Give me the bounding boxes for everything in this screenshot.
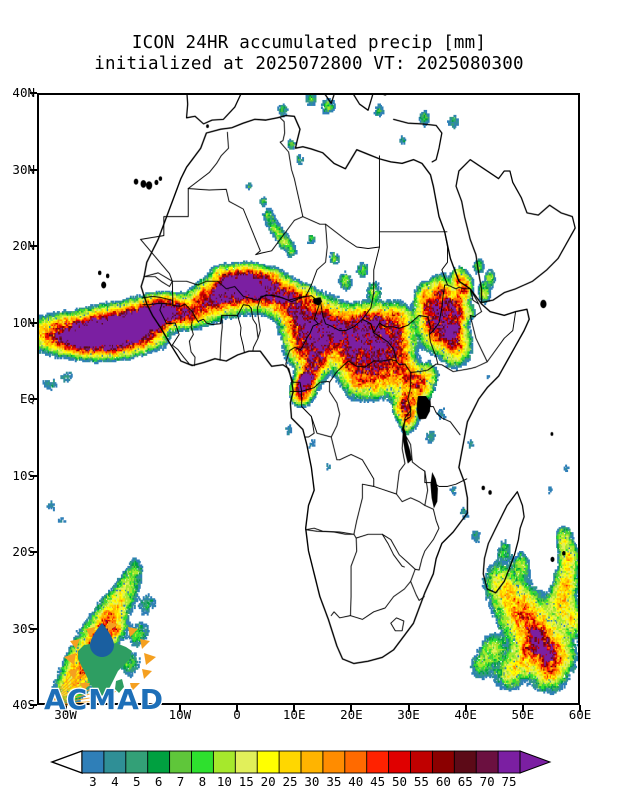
colorbar-label-20: 20 — [260, 774, 276, 789]
colorbar-swatch — [103, 750, 127, 774]
y-axis-label-30n: 30N — [12, 161, 35, 177]
y-axis-tick — [30, 168, 37, 171]
colorbar-label-55: 55 — [413, 774, 429, 789]
colorbar-swatch — [125, 750, 149, 774]
y-axis-tick — [30, 474, 37, 477]
x-axis-tick — [579, 705, 581, 712]
logo-hatch-rays — [45, 664, 99, 706]
colorbar-swatch — [388, 750, 412, 774]
x-axis-tick — [464, 705, 467, 712]
colorbar-swatch — [169, 750, 193, 774]
y-axis-label-20s: 20S — [12, 544, 35, 559]
page-title: ICON 24HR accumulated precip [mm] initia… — [0, 33, 618, 75]
y-axis-label-10n: 10N — [12, 314, 35, 330]
x-axis-label-10e: 10E — [282, 707, 306, 722]
colorbar-label-75: 75 — [501, 774, 517, 789]
x-axis-label-0: 0 — [233, 707, 241, 722]
y-axis-tick — [30, 245, 37, 247]
y-axis-label-40n: 40N — [12, 85, 35, 100]
y-axis-tick — [30, 398, 37, 400]
acmad-logo: ACMAD — [40, 607, 175, 712]
colorbar-swatch — [410, 750, 434, 774]
colorbar-swatch — [431, 750, 456, 774]
y-axis-label-30s: 30S — [12, 620, 35, 636]
map-plot-area — [37, 93, 580, 705]
colorbar-label-4: 4 — [111, 774, 119, 789]
colorbar-label-60: 60 — [435, 774, 451, 789]
x-axis-label-10w: 10W — [168, 707, 192, 722]
logo-madagascar-shape — [115, 679, 124, 693]
x-axis-tick — [521, 705, 524, 712]
colorbar-swatches — [49, 749, 552, 775]
colorbar-label-15: 15 — [238, 774, 254, 789]
y-axis-label-40s: 40S — [12, 697, 35, 712]
x-axis-label-40e: 40E — [454, 707, 477, 722]
colorbar-swatch — [475, 750, 499, 774]
colorbar-swatch — [344, 750, 368, 774]
x-axis-tick — [236, 705, 239, 712]
logo-text: ACMAD — [44, 683, 164, 712]
colorbar-swatch — [191, 750, 215, 774]
colorbar-label-7: 7 — [176, 774, 185, 789]
y-axis-tick — [30, 551, 37, 553]
colorbar-over-arrow — [519, 750, 552, 774]
y-axis-tick — [30, 704, 37, 706]
colorbar-swatch — [322, 750, 346, 774]
colorbar-swatch — [366, 750, 390, 774]
colorbar-swatch — [234, 750, 259, 774]
colorbar-label-10: 10 — [216, 774, 232, 789]
x-axis-label-30w: 30W — [54, 707, 77, 722]
x-axis-label-50e: 50E — [511, 707, 535, 722]
colorbar-under-arrow — [49, 749, 83, 775]
x-axis-label-60e: 60E — [568, 707, 592, 722]
colorbar-swatch — [256, 750, 280, 774]
colorbar-label-50: 50 — [392, 774, 408, 789]
colorbar-label-40: 40 — [348, 774, 364, 789]
precipitation-raster — [39, 95, 578, 703]
colorbar-swatch — [147, 750, 171, 774]
y-axis-label-10s: 10S — [12, 467, 35, 483]
colorbar-label-35: 35 — [326, 774, 342, 789]
y-axis-tick — [30, 92, 37, 94]
x-axis-tick — [178, 705, 181, 712]
colorbar-label-6: 6 — [154, 774, 163, 789]
x-axis-label-30e: 30E — [397, 707, 420, 722]
y-axis-tick — [30, 321, 37, 324]
colorbar-swatch — [212, 750, 237, 774]
y-axis-tick — [30, 627, 37, 630]
colorbar-label-30: 30 — [304, 774, 320, 789]
colorbar-swatch — [81, 750, 105, 774]
colorbar-swatch — [497, 750, 521, 774]
colorbar-label-5: 5 — [132, 774, 141, 789]
x-axis-tick — [64, 705, 67, 712]
colorbar — [0, 747, 618, 797]
colorbar-swatch — [278, 750, 302, 774]
x-axis-tick — [293, 705, 296, 712]
colorbar-label-45: 45 — [370, 774, 386, 789]
title-line-2: initialized at 2025072800 VT: 2025080300 — [94, 54, 524, 74]
title-line-1: ICON 24HR accumulated precip [mm] — [131, 33, 487, 53]
colorbar-swatch — [300, 750, 324, 774]
colorbar-label-65: 65 — [457, 774, 473, 789]
colorbar-label-8: 8 — [198, 774, 207, 789]
x-axis-tick — [350, 705, 353, 712]
colorbar-label-25: 25 — [282, 774, 298, 789]
logo-water-droplet — [90, 623, 114, 657]
y-axis-label-20n: 20N — [12, 238, 35, 253]
x-axis-tick — [407, 705, 410, 712]
colorbar-label-70: 70 — [479, 774, 495, 789]
y-axis-label-eq: EQ — [19, 391, 35, 406]
colorbar-label-3: 3 — [89, 774, 97, 789]
logo-africa-shape — [78, 643, 132, 697]
x-axis-label-20e: 20E — [340, 707, 363, 722]
colorbar-swatch — [453, 750, 478, 774]
